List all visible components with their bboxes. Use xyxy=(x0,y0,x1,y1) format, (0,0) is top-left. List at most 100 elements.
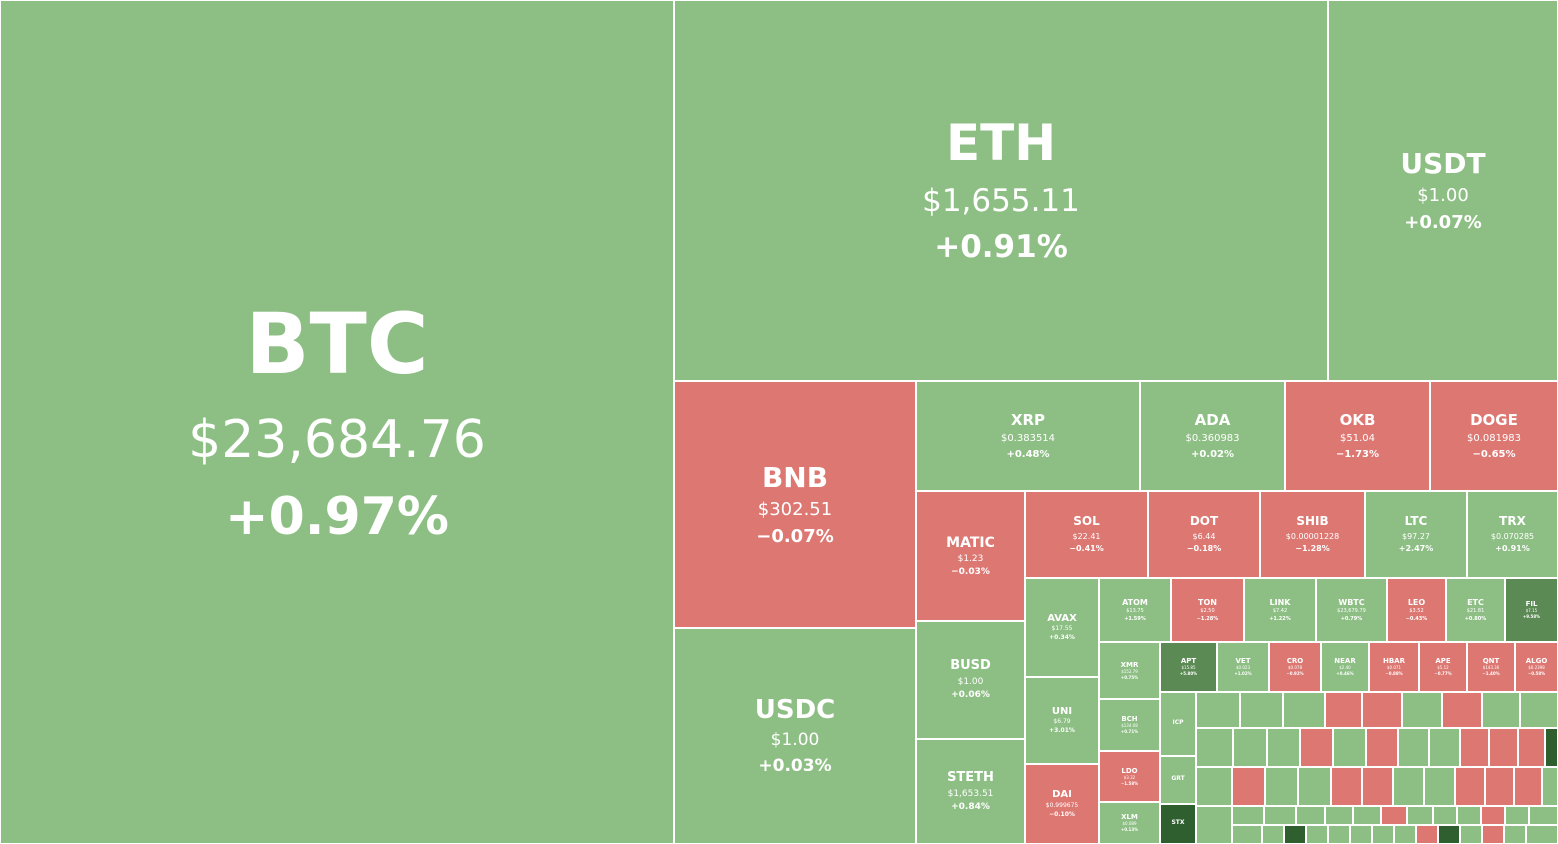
coin-tile-okb[interactable]: OKB $51.04 −1.73% xyxy=(1285,381,1430,491)
coin-tile-small[interactable] xyxy=(1416,825,1438,844)
coin-tile-ada[interactable]: ADA $0.360983 +0.02% xyxy=(1140,381,1285,491)
coin-tile-busd[interactable]: BUSD $1.00 +0.06% xyxy=(916,621,1025,739)
coin-tile-near[interactable]: NEAR $2.40 +0.46% xyxy=(1321,642,1369,692)
coin-tile-small[interactable] xyxy=(1306,825,1328,844)
coin-tile-small[interactable] xyxy=(1438,825,1460,844)
coin-tile-link[interactable]: LINK $7.42 +1.22% xyxy=(1244,578,1316,642)
coin-tile-small[interactable] xyxy=(1407,806,1433,825)
coin-tile-small[interactable] xyxy=(1545,728,1558,767)
coin-tile-trx[interactable]: TRX $0.070285 +0.91% xyxy=(1467,491,1558,578)
coin-tile-small[interactable] xyxy=(1366,728,1398,767)
coin-tile-small[interactable] xyxy=(1514,767,1542,806)
coin-tile-dai[interactable]: DAI $0.999675 −0.10% xyxy=(1025,764,1099,844)
coin-tile-ltc[interactable]: LTC $97.27 +2.47% xyxy=(1365,491,1467,578)
coin-tile-atom[interactable]: ATOM $13.75 +1.59% xyxy=(1099,578,1171,642)
coin-tile-small[interactable] xyxy=(1505,806,1529,825)
coin-tile-small[interactable] xyxy=(1362,767,1393,806)
coin-tile-small[interactable] xyxy=(1457,806,1481,825)
coin-tile-btc[interactable]: BTC $23,684.76 +0.97% xyxy=(0,0,674,844)
coin-tile-small[interactable] xyxy=(1328,825,1350,844)
coin-tile-cro[interactable]: CRO $0.078 −0.92% xyxy=(1269,642,1321,692)
coin-tile-sol[interactable]: SOL $22.41 −0.41% xyxy=(1025,491,1148,578)
coin-tile-usdc[interactable]: USDC $1.00 +0.03% xyxy=(674,628,916,844)
coin-tile-shib[interactable]: SHIB $0.00001228 −1.28% xyxy=(1260,491,1365,578)
coin-tile-qnt[interactable]: QNT $143.36 −1.40% xyxy=(1467,642,1515,692)
coin-tile-small[interactable] xyxy=(1529,806,1558,825)
coin-tile-small[interactable] xyxy=(1372,825,1394,844)
coin-tile-wbtc[interactable]: WBTC $23,679.79 +0.79% xyxy=(1316,578,1387,642)
coin-tile-small[interactable] xyxy=(1196,728,1233,767)
coin-tile-small[interactable] xyxy=(1233,728,1267,767)
coin-tile-small[interactable] xyxy=(1393,767,1424,806)
coin-tile-small[interactable] xyxy=(1196,806,1232,844)
coin-tile-small[interactable] xyxy=(1196,767,1232,806)
coin-tile-ton[interactable]: TON $2.50 −1.28% xyxy=(1171,578,1244,642)
coin-tile-bch[interactable]: BCH $134.08 +0.71% xyxy=(1099,699,1160,751)
coin-tile-small[interactable] xyxy=(1232,767,1265,806)
coin-tile-stx[interactable]: STX xyxy=(1160,804,1196,844)
coin-tile-small[interactable] xyxy=(1262,825,1284,844)
coin-tile-small[interactable] xyxy=(1362,692,1402,728)
coin-tile-small[interactable] xyxy=(1296,806,1325,825)
coin-tile-ape[interactable]: APE $5.12 −0.77% xyxy=(1419,642,1467,692)
coin-tile-small[interactable] xyxy=(1325,806,1353,825)
coin-tile-small[interactable] xyxy=(1504,825,1526,844)
coin-tile-small[interactable] xyxy=(1433,806,1457,825)
coin-tile-small[interactable] xyxy=(1455,767,1485,806)
coin-tile-small[interactable] xyxy=(1381,806,1407,825)
coin-tile-small[interactable] xyxy=(1489,728,1518,767)
coin-tile-small[interactable] xyxy=(1300,728,1333,767)
coin-tile-algo[interactable]: ALGO $0.2398 −0.58% xyxy=(1515,642,1558,692)
coin-tile-small[interactable] xyxy=(1482,692,1520,728)
coin-tile-small[interactable] xyxy=(1520,692,1558,728)
coin-tile-usdt[interactable]: USDT $1.00 +0.07% xyxy=(1328,0,1558,381)
coin-tile-small[interactable] xyxy=(1394,825,1416,844)
coin-tile-icp[interactable]: ICP xyxy=(1160,692,1196,756)
coin-tile-vet[interactable]: VET $0.023 +1.02% xyxy=(1217,642,1269,692)
coin-tile-small[interactable] xyxy=(1267,728,1300,767)
coin-tile-eth[interactable]: ETH $1,655.11 +0.91% xyxy=(674,0,1328,381)
coin-tile-small[interactable] xyxy=(1196,692,1240,728)
coin-tile-small[interactable] xyxy=(1232,825,1262,844)
coin-tile-etc[interactable]: ETC $21.81 +0.80% xyxy=(1446,578,1505,642)
coin-tile-small[interactable] xyxy=(1429,728,1460,767)
coin-tile-small[interactable] xyxy=(1542,767,1558,806)
coin-tile-small[interactable] xyxy=(1298,767,1331,806)
coin-tile-small[interactable] xyxy=(1350,825,1372,844)
coin-tile-small[interactable] xyxy=(1265,767,1298,806)
coin-tile-leo[interactable]: LEO $3.52 −0.43% xyxy=(1387,578,1446,642)
coin-tile-small[interactable] xyxy=(1353,806,1381,825)
coin-tile-small[interactable] xyxy=(1526,825,1558,844)
coin-tile-small[interactable] xyxy=(1331,767,1362,806)
coin-tile-small[interactable] xyxy=(1402,692,1442,728)
coin-tile-small[interactable] xyxy=(1460,825,1482,844)
coin-tile-small[interactable] xyxy=(1283,692,1325,728)
coin-tile-small[interactable] xyxy=(1240,692,1283,728)
coin-tile-fil[interactable]: FIL $7.15 +9.58% xyxy=(1505,578,1558,642)
coin-tile-grt[interactable]: GRT xyxy=(1160,756,1196,804)
coin-tile-small[interactable] xyxy=(1485,767,1514,806)
coin-tile-xmr[interactable]: XMR $152.79 +0.75% xyxy=(1099,642,1160,699)
coin-tile-small[interactable] xyxy=(1398,728,1429,767)
coin-tile-small[interactable] xyxy=(1442,692,1482,728)
coin-tile-small[interactable] xyxy=(1325,692,1362,728)
coin-tile-avax[interactable]: AVAX $17.55 +0.34% xyxy=(1025,578,1099,677)
coin-tile-small[interactable] xyxy=(1424,767,1455,806)
coin-tile-ldo[interactable]: LDO $3.32 −1.58% xyxy=(1099,751,1160,802)
coin-tile-doge[interactable]: DOGE $0.081983 −0.65% xyxy=(1430,381,1558,491)
coin-tile-apt[interactable]: APT $15.85 +5.80% xyxy=(1160,642,1217,692)
coin-tile-xrp[interactable]: XRP $0.383514 +0.48% xyxy=(916,381,1140,491)
coin-tile-steth[interactable]: STETH $1,653.51 +0.84% xyxy=(916,739,1025,844)
coin-tile-small[interactable] xyxy=(1264,806,1296,825)
coin-tile-small[interactable] xyxy=(1482,825,1504,844)
coin-tile-small[interactable] xyxy=(1333,728,1366,767)
coin-tile-small[interactable] xyxy=(1481,806,1505,825)
coin-tile-matic[interactable]: MATIC $1.23 −0.03% xyxy=(916,491,1025,621)
coin-tile-bnb[interactable]: BNB $302.51 −0.07% xyxy=(674,381,916,628)
coin-tile-small[interactable] xyxy=(1232,806,1264,825)
coin-tile-small[interactable] xyxy=(1518,728,1545,767)
coin-tile-small[interactable] xyxy=(1460,728,1489,767)
coin-tile-dot[interactable]: DOT $6.44 −0.18% xyxy=(1148,491,1260,578)
coin-tile-hbar[interactable]: HBAR $0.071 −0.88% xyxy=(1369,642,1419,692)
coin-tile-xlm[interactable]: XLM $0.089 +0.13% xyxy=(1099,802,1160,844)
